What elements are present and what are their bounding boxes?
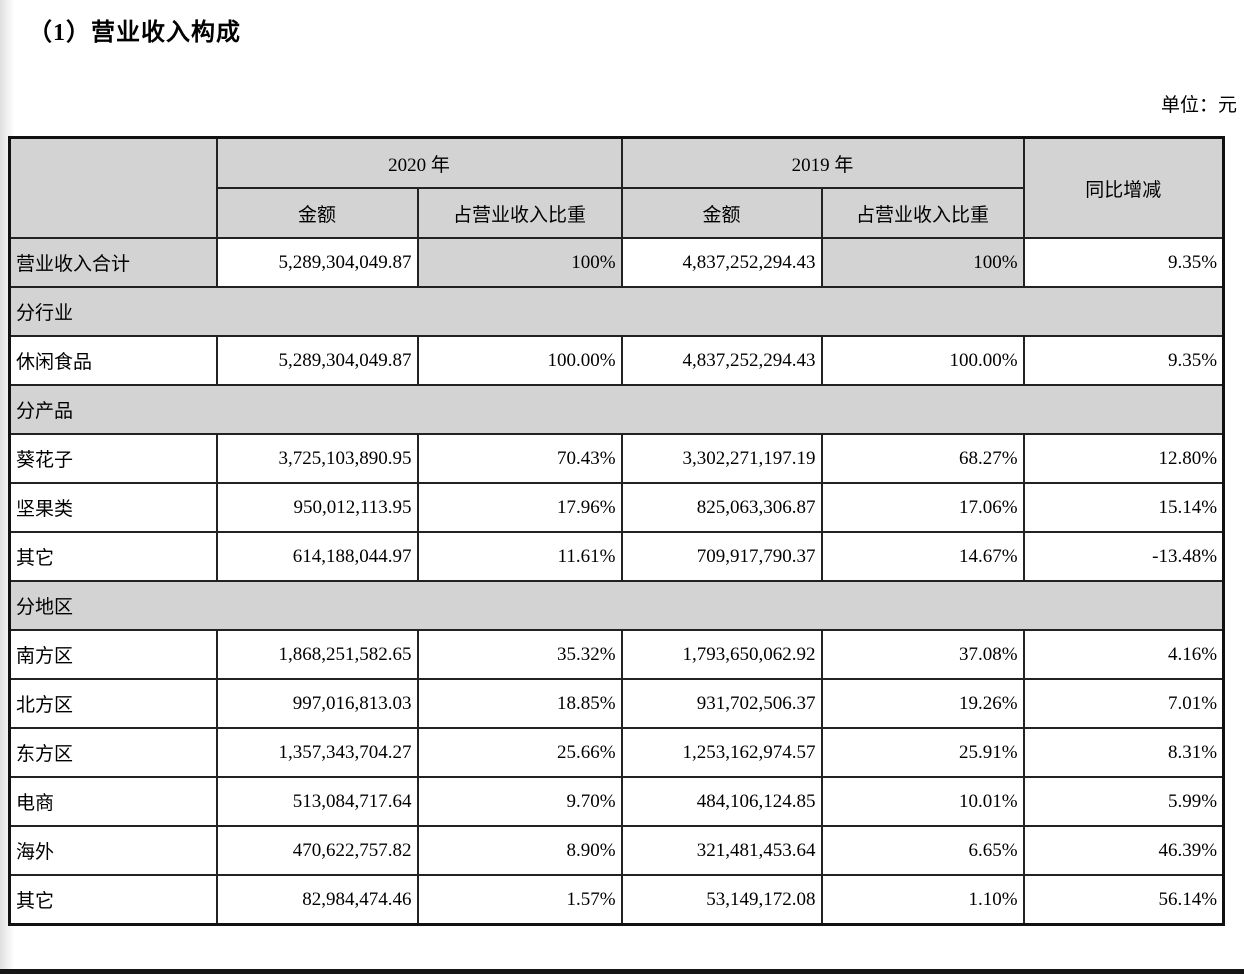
cell-amount-2019: 4,837,252,294.43 bbox=[620, 237, 823, 288]
cell-share-2019: 6.65% bbox=[820, 825, 1025, 876]
table-header-row-years: 2020 年 2019 年 同比增减 bbox=[8, 136, 1225, 239]
cell-label: 南方区 bbox=[8, 629, 218, 680]
cell-share-2020: 70.43% bbox=[416, 433, 623, 484]
cell-yoy: 4.16% bbox=[1022, 629, 1225, 680]
cell-share-2019: 37.08% bbox=[820, 629, 1025, 680]
cell-yoy: 56.14% bbox=[1022, 874, 1225, 926]
cell-amount-2019: 3,302,271,197.19 bbox=[620, 433, 823, 484]
cell-share-2020: 9.70% bbox=[416, 776, 623, 827]
table-row: 其它 82,984,474.46 1.57% 53,149,172.08 1.1… bbox=[8, 874, 1225, 926]
cell-label: 东方区 bbox=[8, 727, 218, 778]
cell-label: 营业收入合计 bbox=[8, 237, 218, 288]
header-amount-2019: 金额 bbox=[620, 187, 823, 239]
cell-amount-2019: 53,149,172.08 bbox=[620, 874, 823, 926]
cell-yoy: 7.01% bbox=[1022, 678, 1225, 729]
cell-label: 坚果类 bbox=[8, 482, 218, 533]
cell-amount-2020: 1,357,343,704.27 bbox=[215, 727, 419, 778]
table-section-row: 分地区 bbox=[8, 580, 1225, 631]
table-section-row: 分行业 bbox=[8, 286, 1225, 337]
cell-share-2020: 35.32% bbox=[416, 629, 623, 680]
cell-share-2020: 25.66% bbox=[416, 727, 623, 778]
cell-amount-2020: 5,289,304,049.87 bbox=[215, 335, 419, 386]
cell-label: 其它 bbox=[8, 874, 218, 926]
cell-share-2020: 18.85% bbox=[416, 678, 623, 729]
cell-amount-2020: 614,188,044.97 bbox=[215, 531, 419, 582]
cell-share-2020: 17.96% bbox=[416, 482, 623, 533]
table-row: 葵花子 3,725,103,890.95 70.43% 3,302,271,19… bbox=[8, 433, 1225, 484]
cell-amount-2019: 4,837,252,294.43 bbox=[620, 335, 823, 386]
cell-yoy: 9.35% bbox=[1022, 335, 1225, 386]
cell-share-2019: 19.26% bbox=[820, 678, 1025, 729]
cell-share-2019: 10.01% bbox=[820, 776, 1025, 827]
table-row: 东方区 1,357,343,704.27 25.66% 1,253,162,97… bbox=[8, 727, 1225, 778]
cell-yoy: 46.39% bbox=[1022, 825, 1225, 876]
cell-label: 电商 bbox=[8, 776, 218, 827]
table-header-row-metrics: 金额 占营业收入比重 金额 占营业收入比重 bbox=[10, 187, 1224, 239]
table-row: 南方区 1,868,251,582.65 35.32% 1,793,650,06… bbox=[8, 629, 1225, 680]
cell-share-2019: 100% bbox=[820, 237, 1025, 288]
cell-yoy: -13.48% bbox=[1022, 531, 1225, 582]
cell-yoy: 8.31% bbox=[1022, 727, 1225, 778]
cell-label: 北方区 bbox=[8, 678, 218, 729]
cell-amount-2019: 1,793,650,062.92 bbox=[620, 629, 823, 680]
cell-amount-2020: 5,289,304,049.87 bbox=[215, 237, 419, 288]
cell-amount-2019: 1,253,162,974.57 bbox=[620, 727, 823, 778]
cell-yoy: 15.14% bbox=[1022, 482, 1225, 533]
table-section-row: 分产品 bbox=[8, 384, 1225, 435]
cell-amount-2019: 709,917,790.37 bbox=[620, 531, 823, 582]
table-row: 坚果类 950,012,113.95 17.96% 825,063,306.87… bbox=[8, 482, 1225, 533]
cell-amount-2020: 950,012,113.95 bbox=[215, 482, 419, 533]
table-row: 北方区 997,016,813.03 18.85% 931,702,506.37… bbox=[8, 678, 1225, 729]
cell-amount-2019: 825,063,306.87 bbox=[620, 482, 823, 533]
header-share-2019: 占营业收入比重 bbox=[820, 187, 1025, 239]
page-title: （1）营业收入构成 bbox=[28, 20, 241, 46]
cell-yoy: 12.80% bbox=[1022, 433, 1225, 484]
cell-share-2020: 8.90% bbox=[416, 825, 623, 876]
unit-note: 单位：元 bbox=[1160, 95, 1237, 116]
header-amount-2020: 金额 bbox=[215, 187, 419, 239]
header-year-2019: 2019 年 bbox=[620, 136, 1025, 189]
cell-amount-2020: 3,725,103,890.95 bbox=[215, 433, 419, 484]
cell-label: 休闲食品 bbox=[8, 335, 218, 386]
header-share-2020: 占营业收入比重 bbox=[416, 187, 623, 239]
cell-label: 其它 bbox=[8, 531, 218, 582]
corner-cell bbox=[8, 136, 218, 239]
cell-share-2019: 25.91% bbox=[820, 727, 1025, 778]
cell-share-2019: 68.27% bbox=[820, 433, 1025, 484]
section-label: 分地区 bbox=[8, 580, 1225, 631]
cell-share-2020: 100% bbox=[416, 237, 623, 288]
cell-yoy: 5.99% bbox=[1022, 776, 1225, 827]
cell-share-2020: 11.61% bbox=[416, 531, 623, 582]
cell-amount-2019: 321,481,453.64 bbox=[620, 825, 823, 876]
section-label: 分产品 bbox=[8, 384, 1225, 435]
cell-share-2019: 100.00% bbox=[820, 335, 1025, 386]
cell-amount-2019: 931,702,506.37 bbox=[620, 678, 823, 729]
cell-share-2019: 1.10% bbox=[820, 874, 1025, 926]
header-year-2020: 2020 年 bbox=[215, 136, 623, 189]
cell-amount-2019: 484,106,124.85 bbox=[620, 776, 823, 827]
cell-label: 海外 bbox=[8, 825, 218, 876]
table-row: 其它 614,188,044.97 11.61% 709,917,790.37 … bbox=[8, 531, 1225, 582]
section-label: 分行业 bbox=[8, 286, 1225, 337]
cell-share-2020: 100.00% bbox=[416, 335, 623, 386]
cell-share-2019: 17.06% bbox=[820, 482, 1025, 533]
cell-amount-2020: 82,984,474.46 bbox=[215, 874, 419, 926]
table-row: 电商 513,084,717.64 9.70% 484,106,124.85 1… bbox=[8, 776, 1225, 827]
revenue-composition-table: 2020 年 2019 年 同比增减 金额 占营业收入比重 金额 占营业收入比重… bbox=[8, 136, 1226, 926]
cell-amount-2020: 513,084,717.64 bbox=[215, 776, 419, 827]
page-bottom-edge bbox=[0, 969, 1244, 974]
table-row: 休闲食品 5,289,304,049.87 100.00% 4,837,252,… bbox=[8, 335, 1225, 386]
cell-amount-2020: 1,868,251,582.65 bbox=[215, 629, 419, 680]
header-yoy: 同比增减 bbox=[1022, 136, 1225, 239]
table-row-total: 营业收入合计 5,289,304,049.87 100% 4,837,252,2… bbox=[8, 237, 1225, 288]
cell-share-2020: 1.57% bbox=[416, 874, 623, 926]
cell-share-2019: 14.67% bbox=[820, 531, 1025, 582]
cell-label: 葵花子 bbox=[8, 433, 218, 484]
cell-amount-2020: 470,622,757.82 bbox=[215, 825, 419, 876]
cell-amount-2020: 997,016,813.03 bbox=[215, 678, 419, 729]
table-row: 海外 470,622,757.82 8.90% 321,481,453.64 6… bbox=[8, 825, 1225, 876]
cell-yoy: 9.35% bbox=[1022, 237, 1225, 288]
